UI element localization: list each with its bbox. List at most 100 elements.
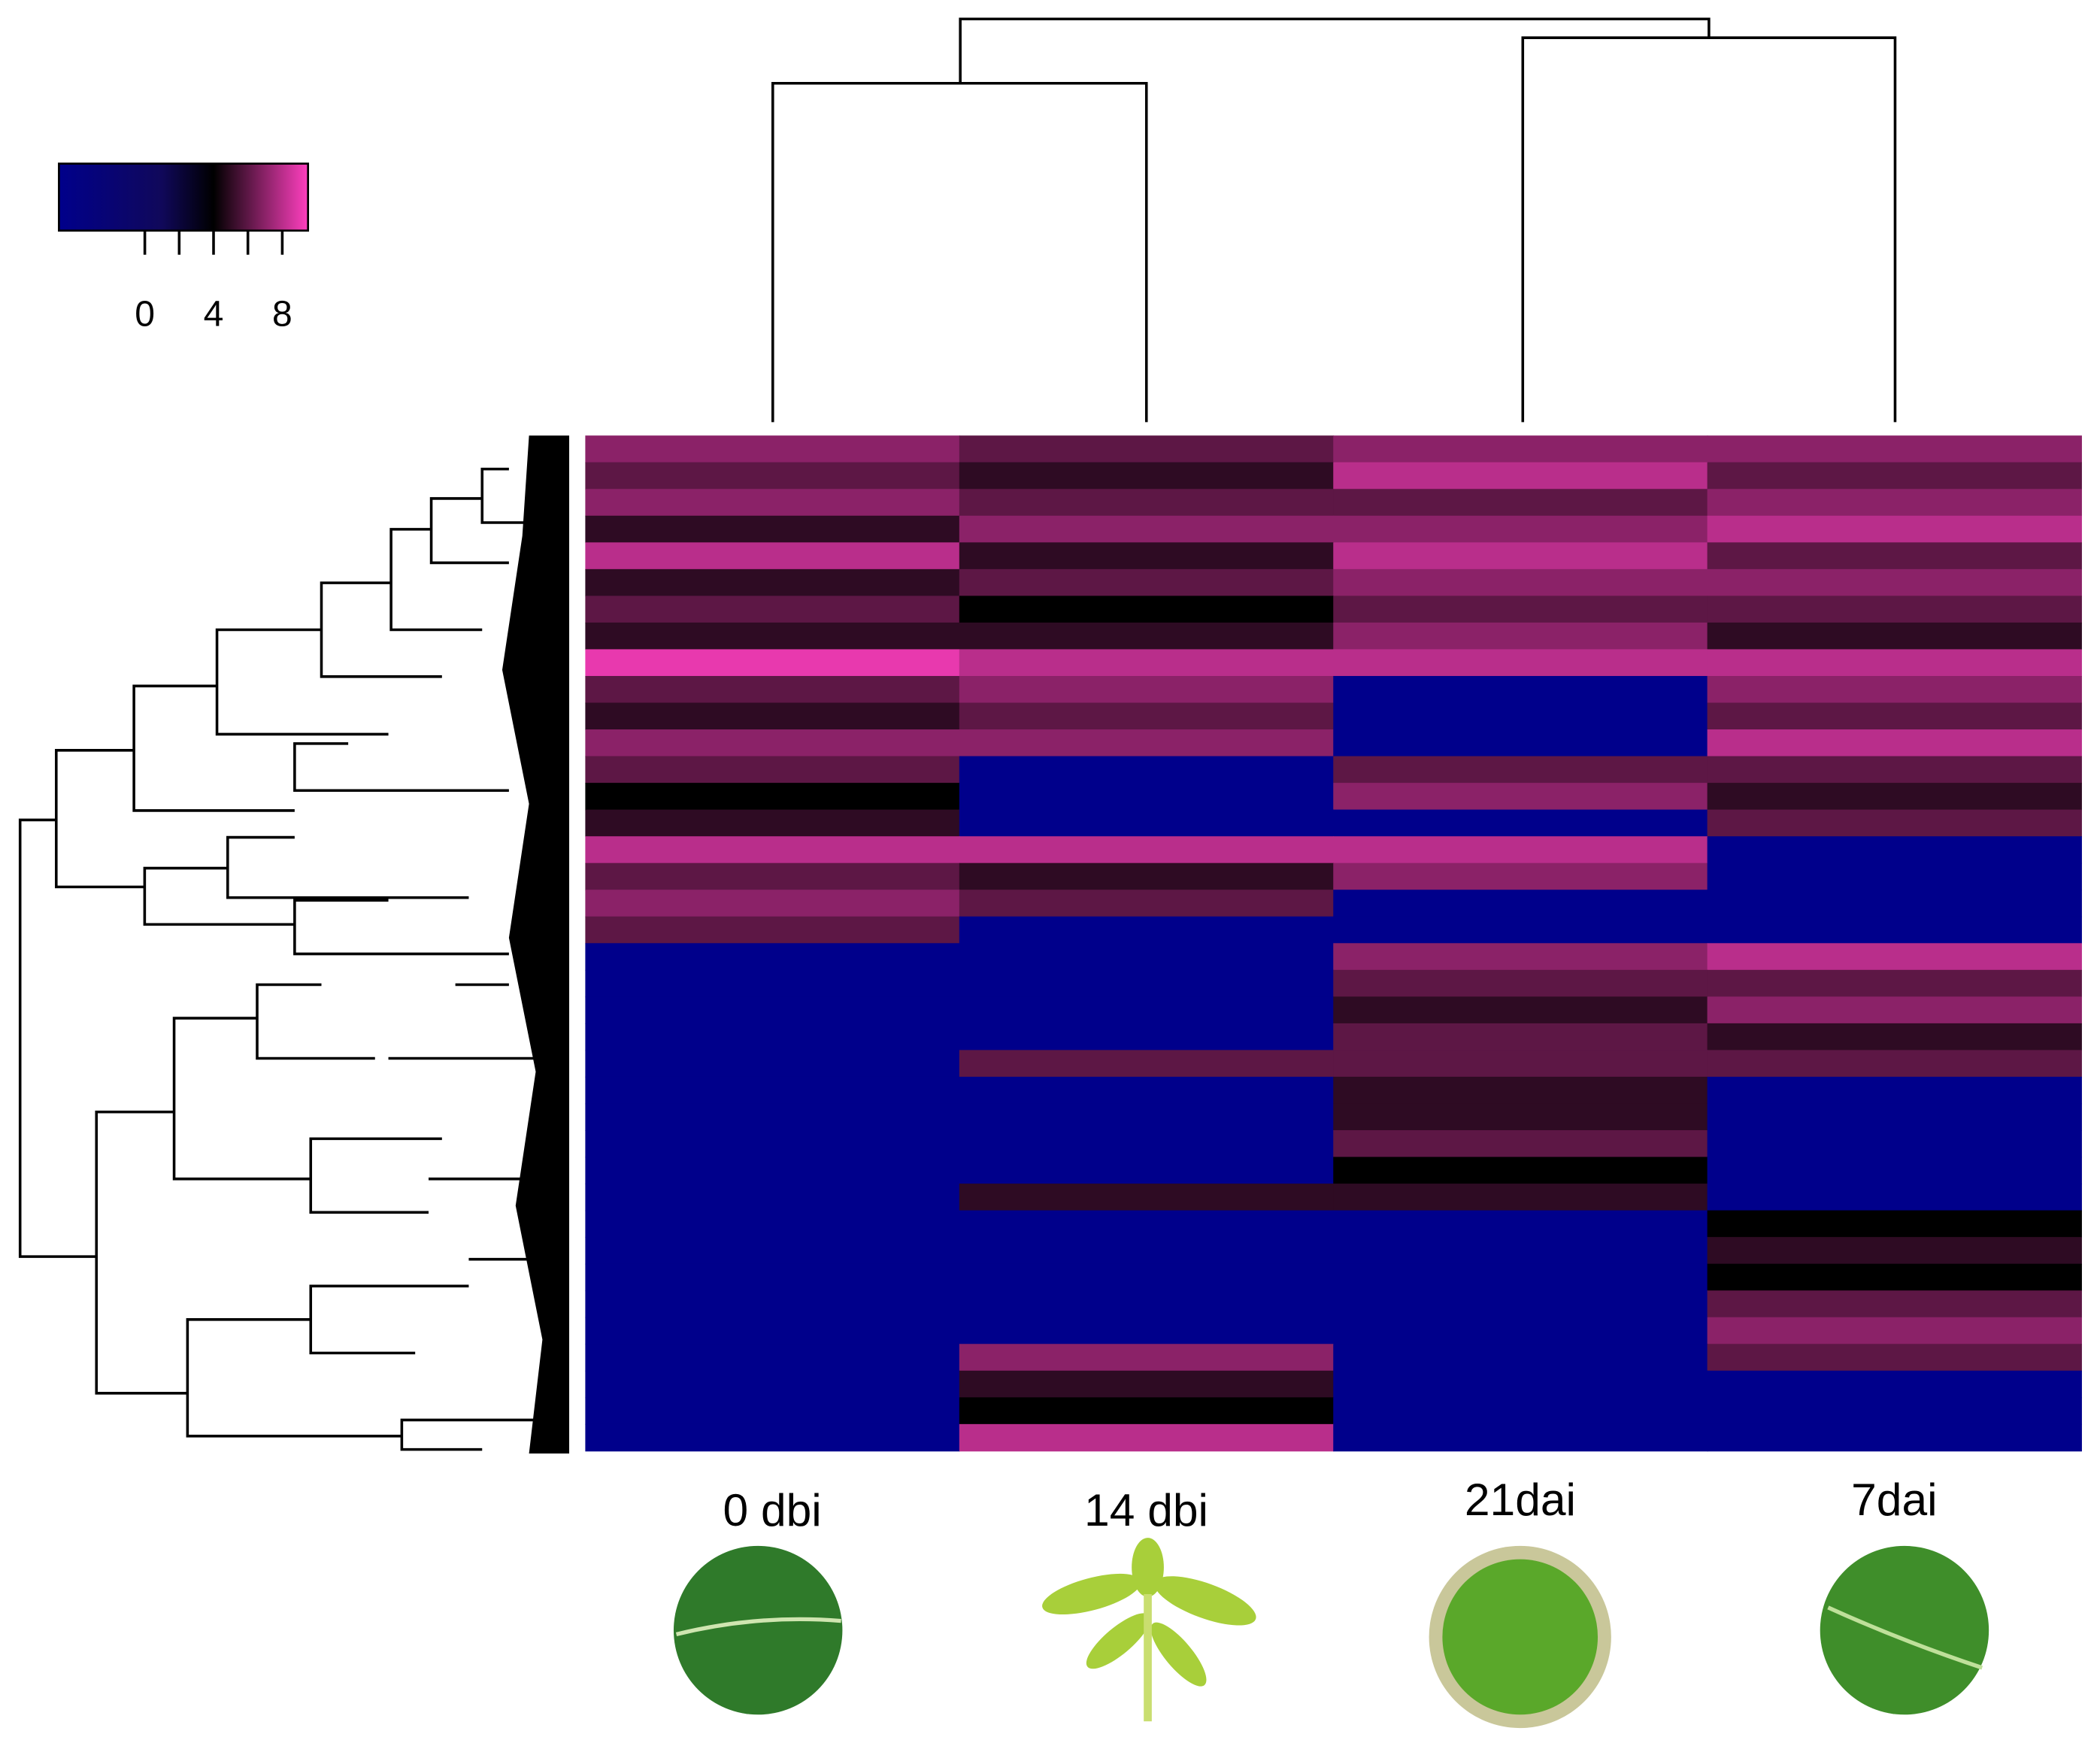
heatmap-cell bbox=[1707, 1023, 2082, 1051]
heatmap-cell bbox=[959, 542, 1335, 570]
heatmap-cell bbox=[1707, 1290, 2082, 1318]
sample-images bbox=[673, 1538, 1989, 1729]
heatmap-cell bbox=[585, 1050, 960, 1078]
heatmap-cell bbox=[585, 622, 960, 650]
heatmap-cell bbox=[959, 1076, 1335, 1105]
heatmap-cell bbox=[1333, 1397, 1708, 1425]
leaf-vein bbox=[1827, 1605, 1983, 1670]
heatmap-cell bbox=[1707, 969, 2082, 998]
heatmap-cell bbox=[1707, 702, 2082, 730]
heatmap-cell bbox=[1333, 890, 1708, 917]
column-label: 14 dbi bbox=[1084, 1484, 1208, 1535]
colorbar-tick-label: 8 bbox=[272, 293, 292, 334]
heatmap-cell bbox=[585, 1370, 960, 1399]
heatmap-cell bbox=[1333, 1423, 1708, 1452]
heatmap-cell bbox=[959, 462, 1335, 490]
heatmap-cell bbox=[959, 622, 1335, 650]
heatmap-cell bbox=[959, 596, 1335, 623]
heatmap-cell bbox=[1707, 809, 2082, 838]
heatmap-cell bbox=[959, 702, 1335, 730]
heatmap-cell bbox=[1707, 515, 2082, 544]
heatmap-cell bbox=[1707, 462, 2082, 490]
heatmap-cell bbox=[1707, 568, 2082, 597]
heatmap-cell bbox=[1333, 969, 1708, 998]
heatmap-cell bbox=[959, 756, 1335, 784]
heatmap-cell bbox=[1707, 1076, 2082, 1105]
heatmap-cell bbox=[1333, 1290, 1708, 1318]
heatmap-cell bbox=[585, 568, 960, 597]
heatmap-cell bbox=[1333, 783, 1708, 811]
heatmap-cell bbox=[1707, 890, 2082, 917]
heatmap-cell bbox=[1333, 1317, 1708, 1345]
heatmap-cell bbox=[585, 890, 960, 917]
heatmap-cell bbox=[959, 916, 1335, 944]
heatmap-cell bbox=[1707, 675, 2082, 704]
heatmap-cell bbox=[1707, 783, 2082, 811]
heatmap-cell bbox=[1333, 1130, 1708, 1158]
heatmap-cell bbox=[1707, 1344, 2082, 1372]
heatmap-cell bbox=[959, 568, 1335, 597]
heatmap-cell bbox=[1333, 916, 1708, 944]
heatmap-cell bbox=[1333, 1184, 1708, 1211]
heatmap-cell bbox=[1707, 1156, 2082, 1184]
heatmap-cell bbox=[1333, 996, 1708, 1024]
heatmap-cell bbox=[1333, 1156, 1708, 1184]
heatmap-cell bbox=[1707, 1397, 2082, 1425]
heatmap-cell bbox=[1707, 596, 2082, 623]
heatmap-cell bbox=[585, 916, 960, 944]
heatmap-cell bbox=[585, 1290, 960, 1318]
heatmap-cell bbox=[959, 1156, 1335, 1184]
heatmap-cell bbox=[959, 1237, 1335, 1265]
heatmap-cell bbox=[1707, 1210, 2082, 1238]
colorbar-tick-label: 4 bbox=[204, 293, 224, 334]
heatmap-cell bbox=[1707, 622, 2082, 650]
heatmap-cell bbox=[1707, 1370, 2082, 1399]
heatmap-cell bbox=[1707, 836, 2082, 864]
heatmap-cell bbox=[1707, 1184, 2082, 1211]
heatmap-cell bbox=[585, 969, 960, 998]
heatmap-cell bbox=[1333, 1023, 1708, 1051]
heatmap-cell bbox=[959, 1023, 1335, 1051]
heatmap-cell bbox=[959, 1290, 1335, 1318]
heatmap-cell bbox=[585, 489, 960, 517]
heatmap-cell bbox=[585, 1344, 960, 1372]
heatmap-cell bbox=[1333, 1210, 1708, 1238]
heatmap-cell bbox=[1707, 1317, 2082, 1345]
heatmap-cell bbox=[1707, 489, 2082, 517]
heatmap-cell bbox=[1707, 1050, 2082, 1078]
heatmap-cell bbox=[959, 435, 1335, 463]
heatmap-cell bbox=[959, 1263, 1335, 1292]
heatmap-cell bbox=[585, 1130, 960, 1158]
heatmap-cell bbox=[585, 435, 960, 463]
heatmap-cell bbox=[959, 996, 1335, 1024]
heatmap-cell bbox=[585, 675, 960, 704]
heatmap-cell bbox=[1333, 1344, 1708, 1372]
heatmap-cell bbox=[959, 783, 1335, 811]
heatmap-cell bbox=[1333, 622, 1708, 650]
heatmap-cell bbox=[1333, 836, 1708, 864]
row-dendrogram-leaves bbox=[502, 435, 570, 1454]
heatmap-cell bbox=[1333, 489, 1708, 517]
heatmap-cell bbox=[585, 809, 960, 838]
heatmap-cell bbox=[585, 1397, 960, 1425]
heatmap-cell bbox=[1707, 1237, 2082, 1265]
heatmap-cell bbox=[959, 1130, 1335, 1158]
heatmap-cell bbox=[585, 943, 960, 971]
heatmap-cell bbox=[1707, 435, 2082, 463]
heatmap-cell bbox=[959, 890, 1335, 917]
leaf-disc bbox=[673, 1545, 843, 1715]
leaf-sprout bbox=[1042, 1538, 1256, 1722]
heatmap-cell bbox=[1333, 862, 1708, 891]
heatmap-cell bbox=[1707, 943, 2082, 971]
column-label: 21dai bbox=[1465, 1474, 1576, 1525]
column-label: 0 dbi bbox=[723, 1484, 821, 1535]
heatmap-cell bbox=[1333, 596, 1708, 623]
heatmap-cell bbox=[1707, 1130, 2082, 1158]
heatmap-cell bbox=[1707, 1103, 2082, 1131]
heatmap-cell bbox=[585, 596, 960, 623]
heatmap-cell bbox=[585, 996, 960, 1024]
heatmap-cell bbox=[959, 943, 1335, 971]
colorbar-tick-label: 0 bbox=[135, 293, 155, 334]
